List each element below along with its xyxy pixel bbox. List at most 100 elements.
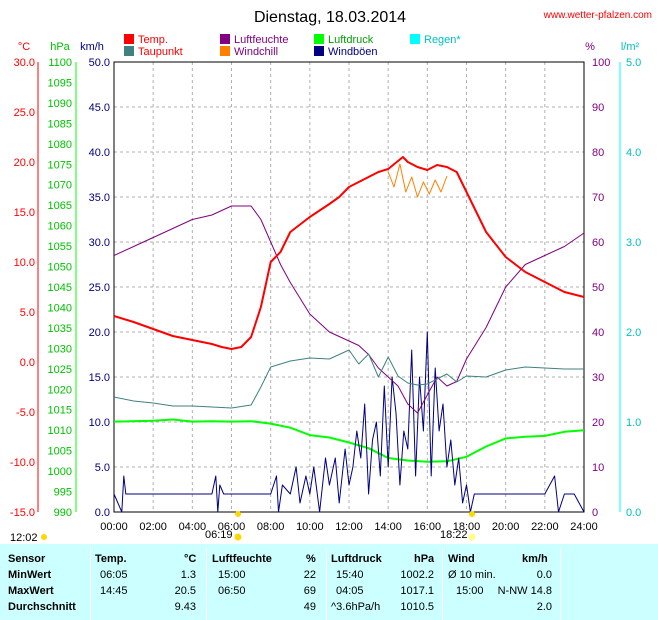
series-taupunkt (113, 349, 584, 409)
wind-tick-label: 35.0 (89, 192, 110, 204)
hum-tick-label: 10 (592, 462, 604, 474)
unit-temp: °C (18, 41, 30, 53)
temp-tick-label: 10.0 (14, 257, 35, 269)
hum-tick-label: 0 (592, 507, 598, 519)
sunrise-time: 06:19 (205, 529, 233, 541)
grid (114, 62, 584, 512)
rain-tick-label: 1.0 (626, 417, 641, 429)
press-tick-label: 1040 (48, 302, 72, 314)
temp-tick-label: 0.0 (20, 357, 35, 369)
press-tick-label: 1090 (48, 98, 72, 110)
row-min-hum-val: 22 (303, 569, 316, 581)
row-avg-press-val: 1010.5 (400, 601, 434, 613)
temp-tick-label: 5.0 (20, 307, 35, 319)
header-temp: Temp. (95, 553, 127, 565)
legend-swatch-windboeen (314, 46, 324, 56)
row-max-temp-time: 14:45 (100, 585, 128, 597)
x-tick-label: 20:00 (492, 521, 520, 533)
row-max-press-val: 1017.1 (400, 585, 434, 597)
sunset-time: 18:22 (440, 529, 468, 541)
hum-tick-label: 20 (592, 417, 604, 429)
unit-hum: % (585, 41, 595, 53)
press-tick-label: 1075 (48, 159, 72, 171)
x-tick-label: 14:00 (374, 521, 402, 533)
press-tick-label: 1010 (48, 425, 72, 437)
legend-label-luftdruck: Luftdruck (328, 34, 374, 46)
sunset-axis-icon (469, 511, 475, 517)
wind-tick-label: 40.0 (89, 147, 110, 159)
press-tick-label: 1070 (48, 180, 72, 192)
press-tick-label: 1050 (48, 262, 72, 274)
temp-axis: 30.0 25.0 20.0 15.0 10.0 5.0 0.0 -5.0 -10.0 -15.0 (10, 57, 35, 519)
hum-tick-label: 60 (592, 237, 604, 249)
row-avg-label: Durchschnitt (8, 601, 76, 613)
legend: Temp. Taupunkt Luftfeuchte Windchill Luf… (124, 34, 461, 58)
press-axis: 1100 1095 1090 1085 1080 1075 1070 1065 1060 1055… (48, 57, 72, 519)
row-max-wind-time: 15:00 (456, 585, 484, 597)
wind-tick-label: 45.0 (89, 102, 110, 114)
x-axis: 00:00 02:00 04:00 06:00 08:00 10:00 12:00 14:00… (100, 521, 598, 533)
press-tick-label: 1100 (48, 57, 72, 69)
row-max-wind-val: N-NW 14.8 (497, 585, 552, 597)
press-tick-label: 1020 (48, 384, 72, 396)
sunrise-axis-icon (235, 511, 241, 517)
unit-wind: km/h (80, 41, 104, 53)
row-max-hum-time: 06:50 (218, 585, 246, 597)
header-press-unit: hPa (414, 553, 435, 565)
rain-tick-label: 0.0 (626, 507, 641, 519)
legend-swatch-temp (124, 34, 134, 44)
row-avg-press-time: ^3.6hPa/h (331, 601, 381, 613)
header-press: Luftdruck (331, 553, 382, 565)
x-tick-label: 18:00 (453, 521, 481, 533)
rain-axis: 5.0 4.0 3.0 2.0 1.0 0.0 (626, 57, 641, 519)
series-windböen (113, 331, 585, 513)
hum-tick-label: 50 (592, 282, 604, 294)
press-tick-label: 1095 (48, 77, 72, 89)
legend-swatch-regen (410, 34, 420, 44)
temp-tick-label: -5.0 (16, 407, 35, 419)
sunset-icon (468, 533, 476, 541)
sunrise-icon (234, 533, 242, 541)
press-tick-label: 1055 (48, 241, 72, 253)
press-tick-label: 995 (54, 487, 72, 499)
moon-icon (41, 534, 47, 540)
weather-chart: Dienstag, 18.03.2014 www.wetter-pfalzen.… (10, 9, 652, 544)
row-avg-wind-val: 2.0 (536, 601, 552, 613)
rain-tick-label: 4.0 (626, 147, 641, 159)
series-temp (113, 156, 585, 350)
legend-swatch-taupunkt (124, 46, 134, 56)
legend-label-temp: Temp. (138, 34, 168, 46)
header-temp-unit: °C (184, 553, 197, 565)
press-tick-label: 1035 (48, 323, 72, 335)
unit-press: hPa (50, 41, 70, 53)
row-max-hum-val: 69 (303, 585, 316, 597)
rain-tick-label: 3.0 (626, 237, 641, 249)
press-tick-label: 1065 (48, 200, 72, 212)
row-min-label: MinWert (8, 569, 52, 581)
legend-label-regen: Regen* (424, 34, 461, 46)
series-layer (113, 156, 585, 513)
wind-tick-label: 50.0 (89, 57, 110, 69)
wind-axis: 50.0 45.0 40.0 35.0 30.0 25.0 20.0 15.0 10.0 5.0 0… (89, 57, 110, 519)
legend-swatch-luftdruck (314, 34, 324, 44)
press-tick-label: 1085 (48, 118, 72, 130)
row-min-temp-val: 1.3 (180, 569, 196, 581)
press-tick-label: 1000 (48, 466, 72, 478)
wind-tick-label: 5.0 (95, 462, 110, 474)
wind-tick-label: 20.0 (89, 327, 110, 339)
header-wind-unit: km/h (522, 553, 548, 565)
header-sensor: Sensor (8, 553, 46, 565)
hum-tick-label: 30 (592, 372, 604, 384)
wind-tick-label: 0.0 (95, 507, 110, 519)
x-tick-label: 10:00 (296, 521, 324, 533)
temp-tick-label: 30.0 (14, 57, 35, 69)
hum-tick-label: 90 (592, 102, 604, 114)
temp-tick-label: 15.0 (14, 207, 35, 219)
row-min-press-time: 15:40 (336, 569, 364, 581)
legend-label-taupunkt: Taupunkt (138, 46, 183, 58)
wind-tick-label: 10.0 (89, 417, 110, 429)
x-tick-label: 22:00 (531, 521, 559, 533)
row-max-label: MaxWert (8, 585, 54, 597)
legend-swatch-windchill (220, 46, 230, 56)
source-link[interactable]: www.wetter-pfalzen.com (543, 10, 652, 21)
